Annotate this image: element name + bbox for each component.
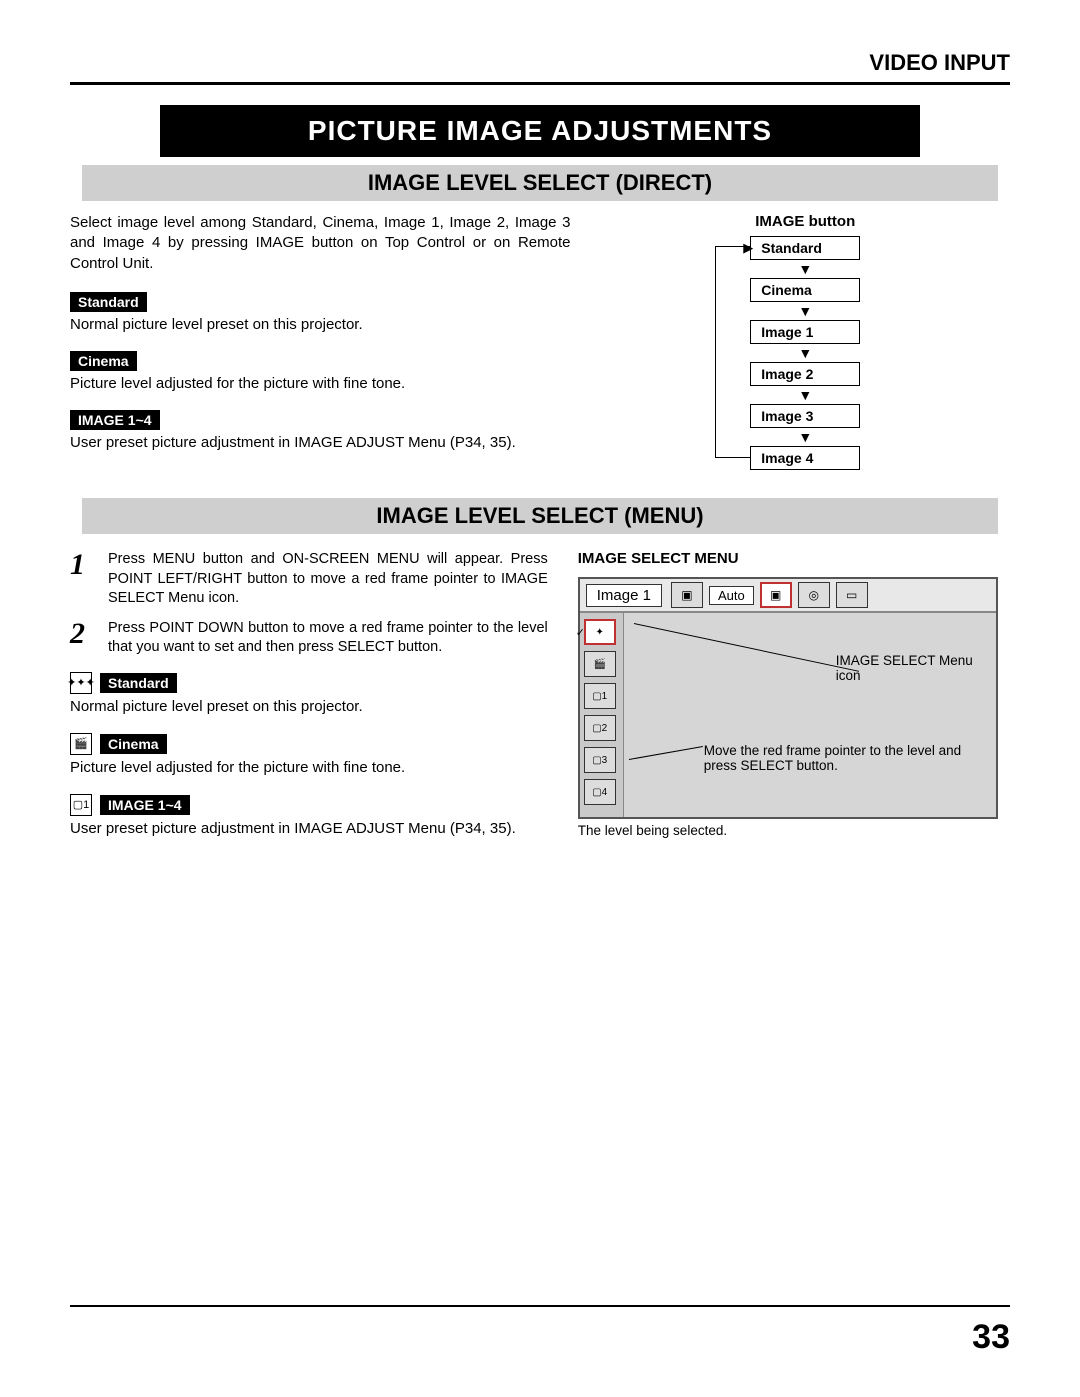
osd-caption: The level being selected. (578, 823, 1010, 838)
osd-side-img2-icon: ▢2 (584, 715, 616, 741)
osd-topbar: Image 1 ▣ Auto ▣ ◎ ▭ (580, 579, 996, 613)
chip-image14: IMAGE 1~4 (70, 410, 160, 430)
header-section-label: VIDEO INPUT (70, 50, 1010, 76)
footer-rule (70, 1305, 1010, 1307)
flow-diagram: ▶ Standard ▼ Cinema ▼ Image 1 ▼ Image 2 … (705, 236, 905, 470)
osd-name: Image 1 (586, 584, 662, 607)
desc2-standard: Normal picture level preset on this proj… (70, 698, 548, 715)
desc-standard: Normal picture level preset on this proj… (70, 316, 571, 333)
chip2-standard: Standard (100, 673, 177, 693)
step-text-2: Press POINT DOWN button to move a red fr… (108, 619, 548, 658)
chip-standard: Standard (70, 292, 147, 312)
step-num-1: 1 (70, 550, 96, 609)
flow-box-2: Image 1 (750, 320, 860, 344)
section2-heading: IMAGE LEVEL SELECT (MENU) (82, 498, 998, 534)
header-rule (70, 82, 1010, 85)
osd-panel: Image 1 ▣ Auto ▣ ◎ ▭ ✦✓ 🎬 ▢1 ▢2 ▢3 ▢4 IM… (578, 577, 998, 819)
section1-heading: IMAGE LEVEL SELECT (DIRECT) (82, 165, 998, 201)
osd-side-standard-icon: ✦✓ (584, 619, 616, 645)
flow-box-4: Image 3 (750, 404, 860, 428)
desc2-image14: User preset picture adjustment in IMAGE … (70, 820, 548, 837)
desc-cinema: Picture level adjusted for the picture w… (70, 375, 571, 392)
page-number: 33 (972, 1318, 1010, 1357)
standard-icon: ✦✦✦ (70, 672, 92, 694)
osd-tab-adjust-icon: ◎ (798, 582, 830, 608)
section1-intro: Select image level among Standard, Cinem… (70, 213, 571, 274)
osd-sidebar: ✦✓ 🎬 ▢1 ▢2 ▢3 ▢4 (580, 613, 624, 817)
flow-box-3: Image 2 (750, 362, 860, 386)
annot-move: Move the red frame pointer to the level … (704, 743, 964, 773)
osd-side-img1-icon: ▢1 (584, 683, 616, 709)
desc-image14: User preset picture adjustment in IMAGE … (70, 434, 571, 451)
osd-side-img3-icon: ▢3 (584, 747, 616, 773)
osd-tab-screen-icon: ▭ (836, 582, 868, 608)
flow-box-0: Standard (750, 236, 860, 260)
osd-auto-label: Auto (709, 586, 754, 605)
osd-side-cinema-icon: 🎬 (584, 651, 616, 677)
page-title: PICTURE IMAGE ADJUSTMENTS (160, 105, 920, 157)
image1-icon: ▢1 (70, 794, 92, 816)
flow-box-1: Cinema (750, 278, 860, 302)
step-num-2: 2 (70, 619, 96, 658)
desc2-cinema: Picture level adjusted for the picture w… (70, 759, 548, 776)
chip2-image14: IMAGE 1~4 (100, 795, 190, 815)
annot-imgselect: IMAGE SELECT Menu icon (836, 653, 986, 683)
osd-side-img4-icon: ▢4 (584, 779, 616, 805)
step-row-1: 1 Press MENU button and ON-SCREEN MENU w… (70, 550, 548, 609)
osd-tab-input-icon: ▣ (671, 582, 703, 608)
menu-title: IMAGE SELECT MENU (578, 550, 1010, 567)
flow-title: IMAGE button (601, 213, 1011, 230)
step-text-1: Press MENU button and ON-SCREEN MENU wil… (108, 550, 548, 609)
step-row-2: 2 Press POINT DOWN button to move a red … (70, 619, 548, 658)
flow-box-5: Image 4 (750, 446, 860, 470)
chip2-cinema: Cinema (100, 734, 167, 754)
cinema-icon: 🎬 (70, 733, 92, 755)
chip-cinema: Cinema (70, 351, 137, 371)
osd-tab-image-select-icon: ▣ (760, 582, 792, 608)
